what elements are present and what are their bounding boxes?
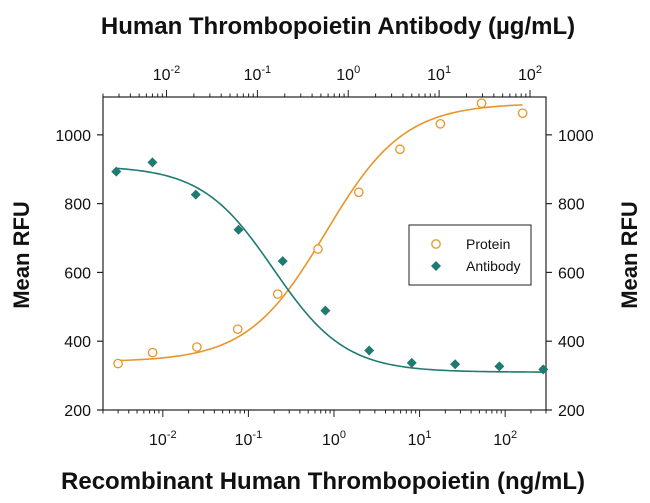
protein-point bbox=[435, 118, 446, 129]
legend-box bbox=[408, 224, 532, 286]
protein-point bbox=[476, 98, 487, 109]
fit-curves bbox=[116, 104, 544, 373]
y-tick-label-right: 1000 bbox=[558, 128, 594, 145]
top-x-tick-label: 10-1 bbox=[244, 64, 272, 84]
x-tick-label: 102 bbox=[493, 429, 517, 449]
protein-point bbox=[192, 342, 202, 352]
x-tick-label: 101 bbox=[408, 429, 432, 449]
protein-point bbox=[272, 289, 283, 299]
protein-point bbox=[395, 144, 405, 155]
top-x-tick-label: 101 bbox=[427, 64, 451, 84]
axis-ticks: 200 200 400 400 600 600 800 800 1000 1000 10-2 10-1… bbox=[55, 64, 593, 449]
y-tick-label-right: 200 bbox=[558, 403, 585, 420]
y-tick-label-right: 400 bbox=[558, 334, 585, 351]
x-tick-label: 10-2 bbox=[149, 429, 177, 449]
top-x-tick-label: 100 bbox=[336, 64, 360, 84]
y-tick-label-left: 400 bbox=[64, 334, 91, 351]
antibody-point bbox=[233, 224, 244, 235]
protein-fit-curve bbox=[118, 104, 523, 362]
antibody-point bbox=[538, 364, 549, 375]
protein-point bbox=[353, 187, 364, 198]
antibody-point bbox=[406, 357, 417, 368]
protein-point bbox=[517, 108, 528, 119]
top-x-tick-label: 10-2 bbox=[153, 64, 181, 84]
protein-point bbox=[313, 244, 323, 254]
antibody-point bbox=[190, 189, 201, 200]
protein-point bbox=[147, 347, 158, 358]
antibody-point bbox=[277, 256, 288, 267]
protein-point bbox=[232, 324, 243, 335]
top-axis-title: Human Thrombopoietin Antibody (µg/mL) bbox=[101, 13, 575, 40]
y-tick-label-right: 800 bbox=[558, 197, 585, 214]
top-x-tick-label: 102 bbox=[518, 64, 542, 84]
y-axis-title-left: Mean RFU bbox=[9, 201, 34, 309]
antibody-point bbox=[494, 361, 505, 372]
y-tick-label-left: 1000 bbox=[55, 128, 91, 145]
antibody-fit-curve bbox=[116, 167, 544, 373]
x-tick-label: 10-1 bbox=[235, 429, 263, 449]
legend-protein-label: Protein bbox=[466, 236, 510, 252]
antibody-point bbox=[450, 359, 461, 370]
legend: Protein Antibody bbox=[408, 224, 532, 286]
legend-antibody-marker bbox=[431, 261, 441, 271]
legend-protein-marker bbox=[431, 239, 441, 249]
data-points bbox=[111, 98, 549, 375]
plot-area-frame bbox=[102, 96, 547, 411]
y-tick-label-left: 200 bbox=[64, 403, 91, 420]
protein-point bbox=[113, 358, 123, 369]
y-axis-title-right: Mean RFU bbox=[617, 201, 642, 309]
legend-antibody-label: Antibody bbox=[466, 258, 520, 274]
y-tick-label-left: 800 bbox=[64, 197, 91, 214]
antibody-point bbox=[320, 305, 331, 316]
x-axis-title: Recombinant Human Thrombopoietin (ng/mL) bbox=[61, 468, 585, 495]
x-tick-label: 100 bbox=[322, 429, 346, 449]
antibody-point bbox=[364, 345, 375, 356]
antibody-point bbox=[111, 166, 122, 177]
antibody-point bbox=[147, 157, 158, 168]
y-tick-label-right: 600 bbox=[558, 265, 585, 282]
y-tick-label-left: 600 bbox=[64, 265, 91, 282]
